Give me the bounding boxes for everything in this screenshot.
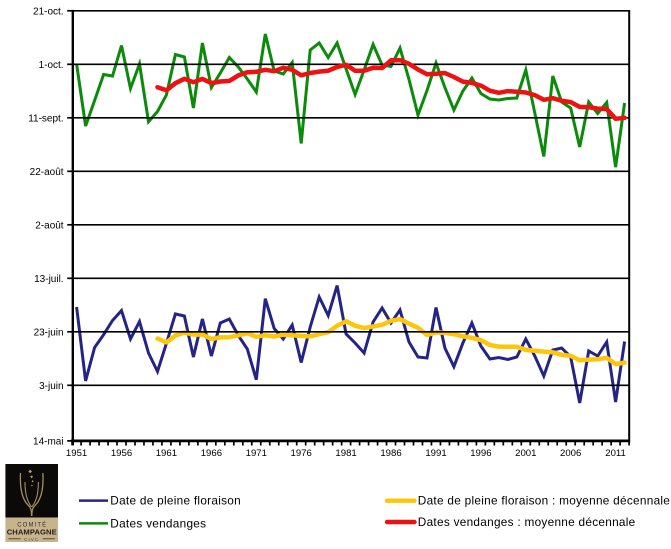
svg-text:1956: 1956 [111, 448, 132, 459]
svg-text:1961: 1961 [156, 448, 177, 459]
svg-text:1976: 1976 [291, 448, 312, 459]
svg-text:2006: 2006 [560, 448, 581, 459]
svg-text:Date de pleine floraison: Date de pleine floraison [110, 494, 241, 508]
svg-text:CIVC: CIVC [24, 537, 39, 542]
svg-text:Dates vendanges : moyenne déce: Dates vendanges : moyenne décennale [418, 515, 636, 529]
svg-text:1951: 1951 [66, 448, 87, 459]
svg-text:13-juil.: 13-juil. [34, 274, 63, 285]
svg-text:Dates vendanges: Dates vendanges [110, 516, 206, 530]
svg-text:1981: 1981 [335, 448, 356, 459]
svg-text:22-août: 22-août [30, 167, 64, 178]
svg-text:COMITÉ: COMITÉ [17, 522, 46, 529]
svg-text:1986: 1986 [380, 448, 401, 459]
svg-text:CHAMPAGNE: CHAMPAGNE [7, 528, 57, 537]
svg-text:1966: 1966 [201, 448, 222, 459]
svg-text:1991: 1991 [425, 448, 446, 459]
svg-text:14-mai: 14-mai [33, 436, 64, 447]
svg-text:1996: 1996 [470, 448, 491, 459]
svg-text:1-oct.: 1-oct. [39, 60, 64, 71]
svg-text:3-juin: 3-juin [39, 381, 63, 392]
svg-text:23-juin: 23-juin [34, 327, 64, 338]
svg-text:1971: 1971 [246, 448, 267, 459]
svg-text:21-oct.: 21-oct. [33, 6, 64, 17]
svg-text:11-sept.: 11-sept. [28, 113, 63, 124]
svg-text:2-août: 2-août [35, 220, 64, 231]
svg-text:2001: 2001 [515, 448, 536, 459]
svg-text:2011: 2011 [605, 448, 626, 459]
svg-text:Date de pleine floraison : moy: Date de pleine floraison : moyenne décen… [418, 494, 671, 508]
